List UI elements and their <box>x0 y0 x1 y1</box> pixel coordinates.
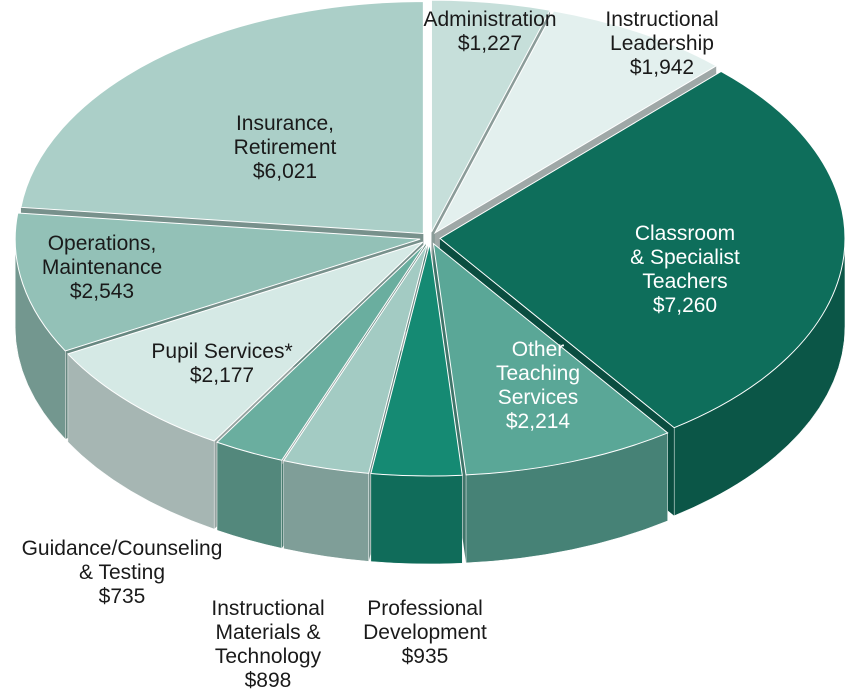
value-label: $7,260 <box>652 294 718 317</box>
value-label: $2,543 <box>69 280 135 303</box>
slice-label: Operations, Maintenance $2,543 <box>42 232 162 304</box>
value-label: $2,177 <box>189 364 255 387</box>
slice-side <box>283 460 369 562</box>
slice <box>439 70 846 429</box>
slice-label: Guidance/Counseling & Testing $735 <box>22 537 223 609</box>
slice-side <box>370 473 463 565</box>
category-label: Administration <box>423 8 557 31</box>
slice-label: Other Teaching Services $2,214 <box>496 338 580 434</box>
category-label: Pupil Services* <box>151 340 293 363</box>
slice <box>430 0 551 233</box>
category-label: Instructional Materials & Technology <box>211 597 325 668</box>
top-faces <box>14 0 846 477</box>
category-label: Professional Development <box>363 597 487 644</box>
value-label: $735 <box>98 585 146 608</box>
slice <box>216 243 427 461</box>
category-label: Other Teaching Services <box>495 338 581 409</box>
category-label: Classroom & Specialist Teachers <box>630 222 740 293</box>
category-label: Operations, Maintenance <box>41 232 163 279</box>
slice <box>282 243 428 474</box>
side-walls <box>14 238 846 565</box>
category-label: Insurance, Retirement <box>233 112 337 159</box>
value-label: $1,942 <box>629 56 695 79</box>
category-label: Instructional Leadership <box>605 8 719 55</box>
slice <box>432 242 669 476</box>
slice-label: Insurance, Retirement $6,021 <box>234 112 337 184</box>
slice <box>66 241 424 442</box>
slice-label: Instructional Leadership $1,942 <box>605 8 718 80</box>
slice-label: Classroom & Specialist Teachers $7,260 <box>630 222 740 318</box>
slice-label: Pupil Services* $2,177 <box>151 340 292 388</box>
slice <box>433 10 718 235</box>
value-label: $6,021 <box>252 160 318 183</box>
slice <box>14 212 421 352</box>
slice <box>20 1 424 235</box>
value-label: $935 <box>401 645 449 668</box>
value-label: $898 <box>244 669 292 692</box>
category-label: Guidance/Counseling & Testing <box>21 537 223 584</box>
slice-label: Professional Development $935 <box>363 597 487 669</box>
value-label: $2,214 <box>505 410 571 433</box>
slice <box>370 243 463 477</box>
slice-label: Administration $1,227 <box>423 8 556 56</box>
slice-label: Instructional Materials & Technology $898 <box>211 597 324 693</box>
value-label: $1,227 <box>457 32 523 55</box>
